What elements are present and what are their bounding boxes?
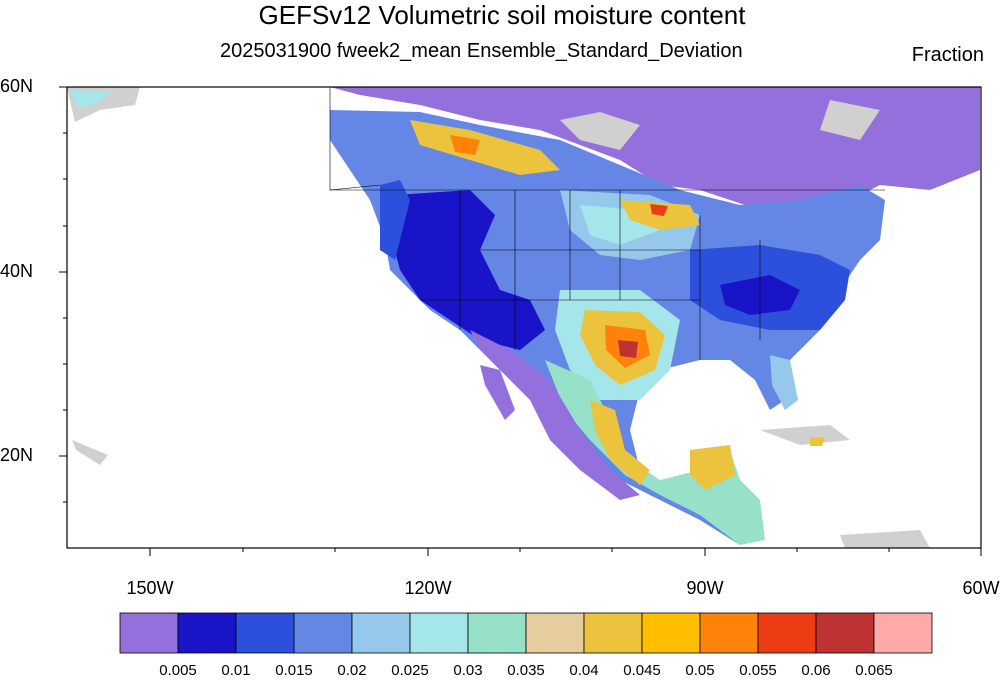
colorbar-swatch bbox=[583, 612, 643, 654]
colorbar-swatch bbox=[409, 612, 469, 654]
alaska-patch bbox=[70, 90, 110, 108]
colorbar bbox=[119, 612, 933, 654]
colorbar-swatch bbox=[177, 612, 237, 654]
colorbar-swatch bbox=[815, 612, 875, 654]
central-america-high bbox=[690, 445, 735, 490]
lon-label-90w: 90W bbox=[686, 578, 724, 598]
colorbar-tick-label: 0.02 bbox=[337, 662, 367, 679]
colorbar-swatch bbox=[641, 612, 701, 654]
axis-ticks bbox=[59, 86, 982, 556]
colorbar-tick-label: 0.05 bbox=[685, 662, 715, 679]
west-low-region bbox=[392, 190, 545, 350]
grey-patch bbox=[560, 112, 640, 150]
lon-label-150w: 150W bbox=[126, 578, 174, 598]
borders bbox=[329, 87, 885, 360]
lat-label-40n: 40N bbox=[0, 261, 34, 281]
lat-label-20n: 20N bbox=[0, 445, 34, 465]
lon-label-60w: 60W bbox=[962, 578, 1000, 598]
upper-midwest-high bbox=[650, 204, 668, 216]
texas-max bbox=[618, 340, 638, 358]
map-subtitle: 2025031900 fweek2_mean Ensemble_Standard… bbox=[220, 40, 743, 62]
colorbar-tick-label: 0.025 bbox=[391, 662, 429, 679]
colorbar-swatch bbox=[235, 612, 295, 654]
lat-label-60n: 60N bbox=[0, 76, 34, 96]
baja-peninsula bbox=[480, 365, 515, 420]
canada-region bbox=[330, 87, 980, 215]
baja-region bbox=[470, 330, 640, 500]
colorbar-swatch bbox=[467, 612, 527, 654]
colorbar-tick-label: 0.055 bbox=[739, 662, 777, 679]
colorbar-swatch bbox=[119, 612, 179, 654]
map-title: GEFSv12 Volumetric soil moisture content bbox=[258, 0, 746, 30]
colorbar-swatch bbox=[757, 612, 817, 654]
colorbar-swatch bbox=[873, 612, 933, 654]
colorbar-tick-label: 0.04 bbox=[569, 662, 599, 679]
colorbar-tick-label: 0.015 bbox=[275, 662, 313, 679]
lon-label-120w: 120W bbox=[404, 578, 452, 598]
colorbar-swatch bbox=[525, 612, 585, 654]
colorbar-swatch bbox=[699, 612, 759, 654]
units-label: Fraction bbox=[911, 44, 984, 66]
colorbar-tick-label: 0.01 bbox=[221, 662, 251, 679]
south-america-edge bbox=[840, 530, 930, 548]
west-coast-region bbox=[380, 180, 410, 260]
prairie-high bbox=[450, 135, 480, 155]
colorbar-tick-label: 0.045 bbox=[623, 662, 661, 679]
colorbar-tick-label: 0.06 bbox=[801, 662, 831, 679]
colorbar-tick-label: 0.03 bbox=[453, 662, 483, 679]
colorbar-tick-label: 0.035 bbox=[507, 662, 545, 679]
colorbar-tick-label: 0.005 bbox=[159, 662, 197, 679]
caribbean-patch bbox=[810, 437, 825, 446]
cuba-region bbox=[760, 425, 850, 445]
prairie-region bbox=[410, 120, 560, 175]
hawaii-region bbox=[72, 440, 108, 465]
colorbar-swatch bbox=[293, 612, 353, 654]
colorbar-tick-label: 0.065 bbox=[855, 662, 893, 679]
mexico-high bbox=[590, 400, 650, 485]
grey-patch bbox=[820, 100, 880, 140]
map-field bbox=[67, 87, 981, 548]
colorbar-swatch bbox=[351, 612, 411, 654]
florida-region bbox=[770, 355, 798, 410]
